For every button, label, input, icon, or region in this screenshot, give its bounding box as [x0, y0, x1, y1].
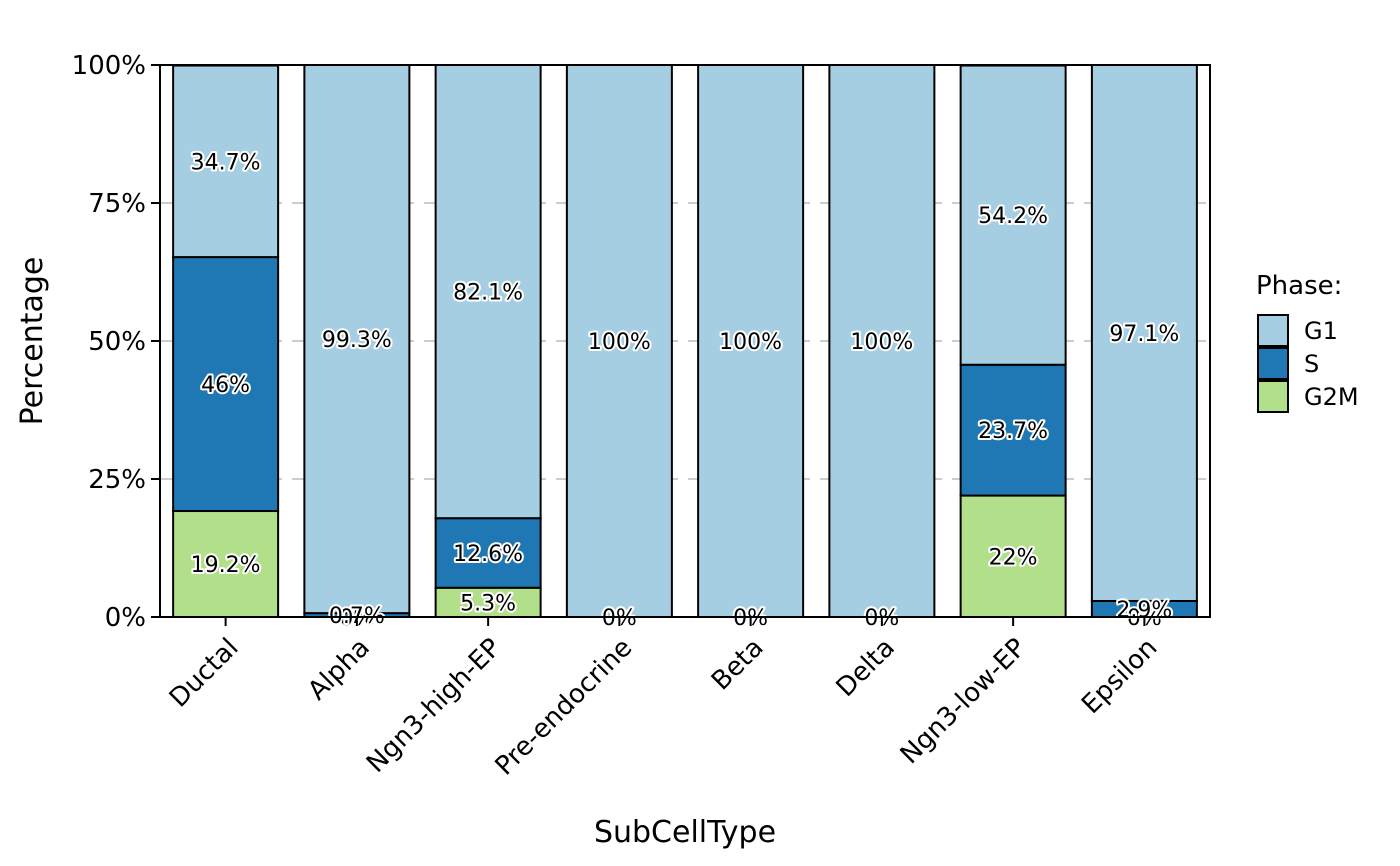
y-tick-label: 0% [105, 603, 146, 633]
bar-segment-g1-alpha [303, 64, 411, 615]
legend: Phase: G1 S G2M [1256, 271, 1359, 413]
bar-label: 46% [201, 373, 250, 398]
legend-label-s: S [1304, 350, 1319, 378]
y-tick-label: 75% [88, 189, 146, 219]
y-tick-label: 50% [88, 327, 146, 357]
x-axis-title: SubCellType [594, 815, 776, 850]
x-tick-label: Ductal [164, 633, 245, 714]
legend-key-g1 [1257, 314, 1289, 347]
bar-label: 97.1% [1109, 322, 1179, 347]
bar-segment-g1-ngn3-low-ep [959, 64, 1067, 366]
bar-segment-g2m-ngn3-low-ep [959, 494, 1067, 618]
x-tick-label: Ngn3-low-EP [895, 633, 1032, 770]
bar-label: 99.3% [322, 328, 392, 353]
bar-label: 100% [588, 330, 651, 355]
legend-key-g2m [1257, 380, 1289, 413]
x-tick-label: Ngn3-high-EP [361, 633, 507, 779]
legend-title: Phase: [1256, 271, 1342, 301]
bar-label: 100% [719, 330, 782, 355]
bars [172, 64, 1198, 619]
bar-segment-s-ngn3-high-ep [434, 517, 542, 589]
bar-segment-g1-epsilon [1090, 64, 1198, 602]
bar-segment-s-ngn3-low-ep [959, 363, 1067, 497]
legend-label-g2m: G2M [1304, 383, 1359, 411]
y-tick-label: 100% [72, 51, 146, 81]
y-tick-label: 25% [88, 465, 146, 495]
x-tick-label: Delta [831, 633, 901, 703]
bar-labels: 19.2%46%34.7%0%0.7%99.3%5.3%12.6%82.1%0%… [189, 148, 1182, 633]
x-tick-label: Beta [706, 633, 770, 697]
bar-label: 23.7% [978, 419, 1048, 444]
bar-label: 82.1% [453, 281, 523, 306]
bar-segment-g1-beta [697, 64, 805, 618]
bar-label: 34.7% [191, 150, 261, 175]
bar-label: 0% [602, 606, 637, 631]
x-tick-label: Epsilon [1076, 633, 1163, 720]
bar-segment-g2m-ductal [172, 510, 280, 618]
legend-label-g1: G1 [1304, 317, 1338, 345]
bar-segment-g1-pre-endocrine [565, 64, 673, 618]
y-axis: 0% 25% 50% 75% 100% [72, 51, 160, 633]
legend-key-s [1257, 347, 1289, 380]
bar-label: 5.3% [460, 591, 516, 616]
y-axis-title: Percentage [15, 257, 50, 426]
bar-label: 22% [989, 545, 1038, 570]
x-tick-label: Alpha [302, 633, 375, 706]
bar-segment-s-ductal [172, 256, 280, 513]
bar-label: 54.2% [978, 204, 1048, 229]
bar-label: 100% [850, 330, 913, 355]
bar-label: 12.6% [453, 542, 523, 567]
x-tick-label: Pre-endocrine [490, 633, 639, 782]
bar-segment-g1-ngn3-high-ep [434, 64, 542, 520]
bar-label: 19.2% [191, 553, 261, 578]
